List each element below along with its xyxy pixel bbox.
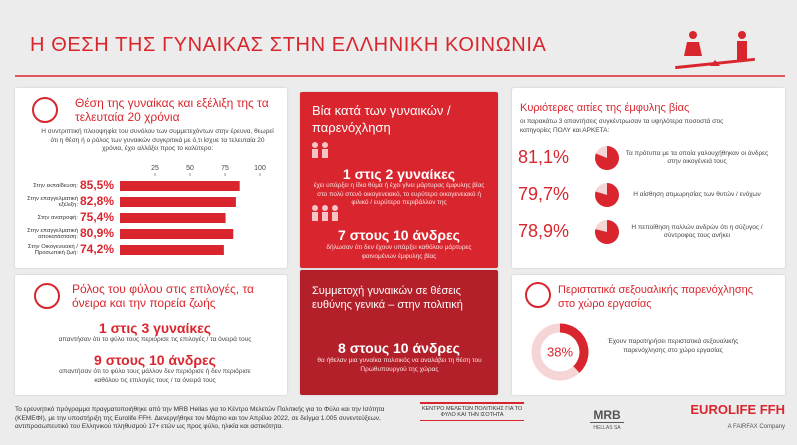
- bar: [120, 245, 224, 255]
- icon: [34, 283, 60, 309]
- cause-text: Τα πρότυπα με τα οποία γαλουχήθηκαν οι ά…: [625, 149, 769, 166]
- stat-text: έχει υπάρξει η ίδια θύμα ή έχει γίνει μά…: [313, 182, 485, 206]
- value-label: 82,8%: [80, 194, 114, 208]
- scale-icon: [675, 31, 755, 70]
- section-title: Ρόλος του φύλου στις επιλογές, τα όνειρα…: [72, 282, 254, 310]
- card: [15, 275, 287, 395]
- donut-label: 38%: [547, 344, 573, 359]
- bar: [120, 213, 226, 223]
- category-label: Στην επαγγελματική αποκατάσταση:: [27, 227, 78, 241]
- stat-text: δήλωσαν ότι δεν έχουν υπάρξει καθόλου μά…: [326, 244, 472, 260]
- page-title: Η ΘΕΣΗ ΤΗΣ ΓΥΝΑΙΚΑΣ ΣΤΗΝ ΕΛΛΗΝΙΚΗ ΚΟΙΝΩΝ…: [30, 34, 547, 56]
- logo-mrb: MRB: [590, 408, 624, 423]
- bar: [120, 229, 234, 239]
- cause-text: Η πεποίθηση πολλών ανδρών ότι η σύζυγος …: [631, 223, 763, 240]
- section-title: Κυριότερες αιτίες της έμφυλης βίας: [520, 102, 690, 114]
- category-label: Στην Οικογενειακή / Προσωπική ζωή:: [27, 243, 78, 257]
- percent-label: 78,9%: [518, 221, 570, 241]
- x-tick-label: 100: [254, 165, 266, 172]
- intro: οι παρακάτω 3 απαντήσεις συγκέντρωσαν τα…: [520, 118, 724, 134]
- card: [300, 270, 498, 395]
- pie-slice: [594, 220, 619, 245]
- stat-headline: 1 στις 3 γυναίκες: [98, 320, 212, 336]
- category-label: Στην επαγγελματική εξέλιξη:: [27, 195, 78, 209]
- stat-headline: 1 στις 2 γυναίκες: [342, 166, 456, 182]
- pie-slice: [595, 146, 619, 170]
- section-title: Θέση της γυναίκας και εξέλιξη της τα τελ…: [75, 96, 269, 124]
- cause-text: Η αίσθηση ατιμωρησίας των θυτών / ενόχων: [633, 190, 761, 198]
- logo-kemefi: ΚΕΝΤΡΟ ΜΕΛΕΤΩΝ ΠΟΛΙΤΙΚΗΣ ΓΙΑ ΤΟ ΦΥΛΟ ΚΑΙ…: [420, 402, 524, 421]
- bar: [120, 181, 240, 191]
- section-title: Περιστατικά σεξουαλικής παρενόχλησης στο…: [558, 284, 754, 310]
- icon: [525, 282, 551, 308]
- x-tick-label: 25: [151, 165, 159, 172]
- section-title: Βία κατά των γυναικών / παρενόχληση: [312, 103, 451, 135]
- stat-headline: 7 στους 10 άνδρες: [338, 227, 460, 243]
- logo-fairfax: A FAIRFAX Company: [727, 424, 785, 430]
- x-tick-label: 75: [221, 165, 229, 172]
- card: [512, 88, 785, 268]
- stat-text: Έχουν παρατηρήσει περιστατικά σεξουαλική…: [607, 338, 739, 354]
- stat-headline: 8 στους 10 άνδρες: [338, 340, 460, 356]
- value-label: 74,2%: [80, 242, 114, 256]
- x-tick-label: 50: [186, 165, 194, 172]
- stat-headline: 9 στους 10 άνδρες: [94, 352, 216, 368]
- category-label: Στην ανατροφή:: [37, 214, 78, 221]
- pie-slice: [595, 183, 619, 207]
- donut-arc: [559, 323, 589, 373]
- bar: [120, 197, 236, 207]
- icon: [32, 97, 58, 123]
- category-label: Στην εκπαίδευση:: [33, 182, 78, 189]
- footer-note: Το ερευνητικό πρόγραμμα πραγματοποιήθηκε…: [15, 406, 385, 430]
- intro: Η συντριπτική πλειοψηφία του συνόλου των…: [41, 128, 274, 152]
- value-label: 85,5%: [80, 178, 114, 192]
- section-title: Συμμετοχή γυναικών σε θέσεις ευθύνης γεν…: [312, 285, 463, 311]
- percent-label: 79,7%: [518, 184, 570, 204]
- logo-mrb-sub: HELLAS SA: [593, 425, 621, 431]
- people-icons: [312, 142, 338, 221]
- stat-text: απαντήσαν ότι το φύλο τους μάλλον δεν πε…: [59, 368, 251, 384]
- card: [300, 92, 498, 268]
- stat-text: θα ήθελαν μια γυναίκα πολιτικός να αναλά…: [317, 357, 482, 373]
- percent-label: 81,1%: [518, 147, 570, 167]
- stat-text: απαντήσαν ότι το φύλο τους περιόρισε τις…: [58, 336, 252, 343]
- logo-eurolife: EUROLIFE FFH: [690, 402, 785, 417]
- value-label: 75,4%: [80, 210, 114, 224]
- value-label: 80,9%: [80, 226, 114, 240]
